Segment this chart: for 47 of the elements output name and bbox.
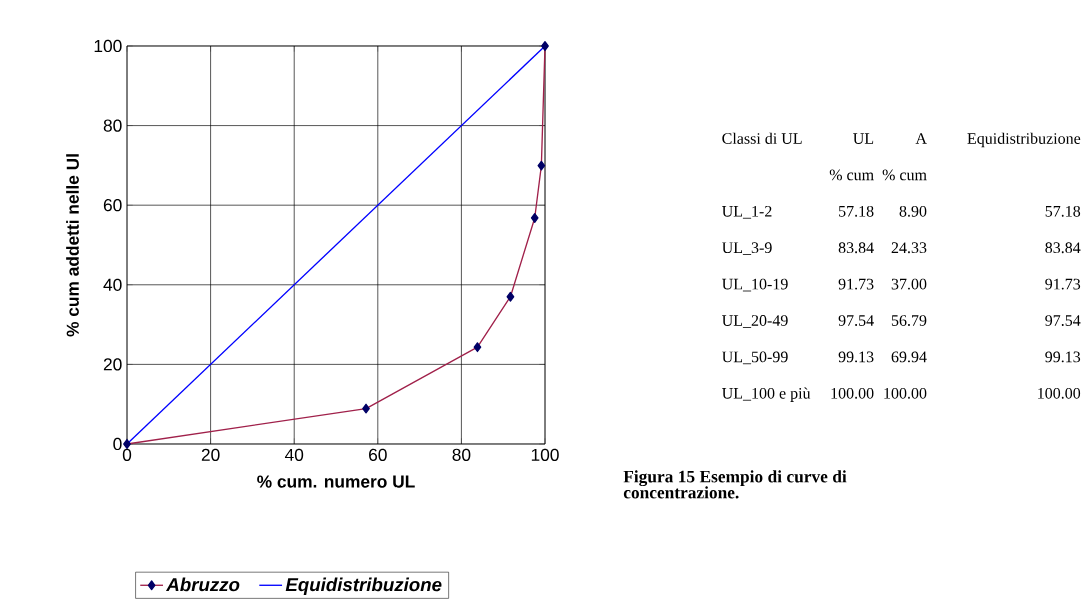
y-tick-label: 80 <box>103 119 122 132</box>
text: UL <box>853 133 874 144</box>
text: 83.84 <box>838 242 874 254</box>
text: 97.54 <box>1045 315 1081 326</box>
text: 57.18 <box>839 205 874 217</box>
text: 100.00 <box>1038 387 1081 399</box>
y-tick-label: 60 <box>103 199 122 212</box>
y-tick-label: 40 <box>103 278 122 291</box>
text: % cum <box>882 169 927 181</box>
text: Figura 15 Esempio di curve di concentrazione. <box>623 470 847 499</box>
x-tick-label: 60 <box>369 448 387 461</box>
text: 100.00 <box>884 387 927 399</box>
text: UL_50-99 <box>722 351 788 365</box>
text: UL_3-9 <box>722 242 772 255</box>
text: 69.94 <box>891 351 927 363</box>
text: UL_10-19 <box>722 278 788 292</box>
text: 99.13 <box>838 351 874 363</box>
text: Classi di UL <box>722 132 802 144</box>
text: 97.54 <box>838 315 874 326</box>
text: A <box>915 133 927 144</box>
x-tick-label: 0 <box>122 448 132 461</box>
text: 91.73 <box>1045 278 1081 290</box>
legend-label: Abruzzo <box>165 577 240 592</box>
x-tick-label: 80 <box>452 448 471 461</box>
text: 56.79 <box>891 315 927 326</box>
legend-label: Equidistribuzione <box>285 577 442 595</box>
x-tick-label: 100 <box>531 448 559 461</box>
text: UL_100 e più <box>722 387 811 402</box>
text: 24.33 <box>891 242 927 254</box>
text: 100.00 <box>831 387 874 399</box>
text: % cum <box>829 169 874 181</box>
x-tick-label: 20 <box>201 448 220 461</box>
x-tick-label: 40 <box>284 448 304 461</box>
text: Equidistribuzione <box>967 132 1081 148</box>
y-axis-title: % cum addetti nelle Ul <box>66 154 79 337</box>
y-tick-label: 0 <box>113 437 122 451</box>
text: 91.73 <box>838 278 874 290</box>
x-axis-title: % cum. numero UL <box>257 475 415 488</box>
text: 8.90 <box>899 205 927 217</box>
y-tick-label: 20 <box>103 358 122 371</box>
text: 83.84 <box>1045 242 1081 254</box>
text: 57.18 <box>1045 205 1081 217</box>
text: 37.00 <box>891 278 927 290</box>
y-tick-label: 100 <box>94 39 122 53</box>
text: 99.13 <box>1045 351 1081 363</box>
text: UL_20-49 <box>722 315 788 328</box>
text: UL_1-2 <box>722 205 772 219</box>
